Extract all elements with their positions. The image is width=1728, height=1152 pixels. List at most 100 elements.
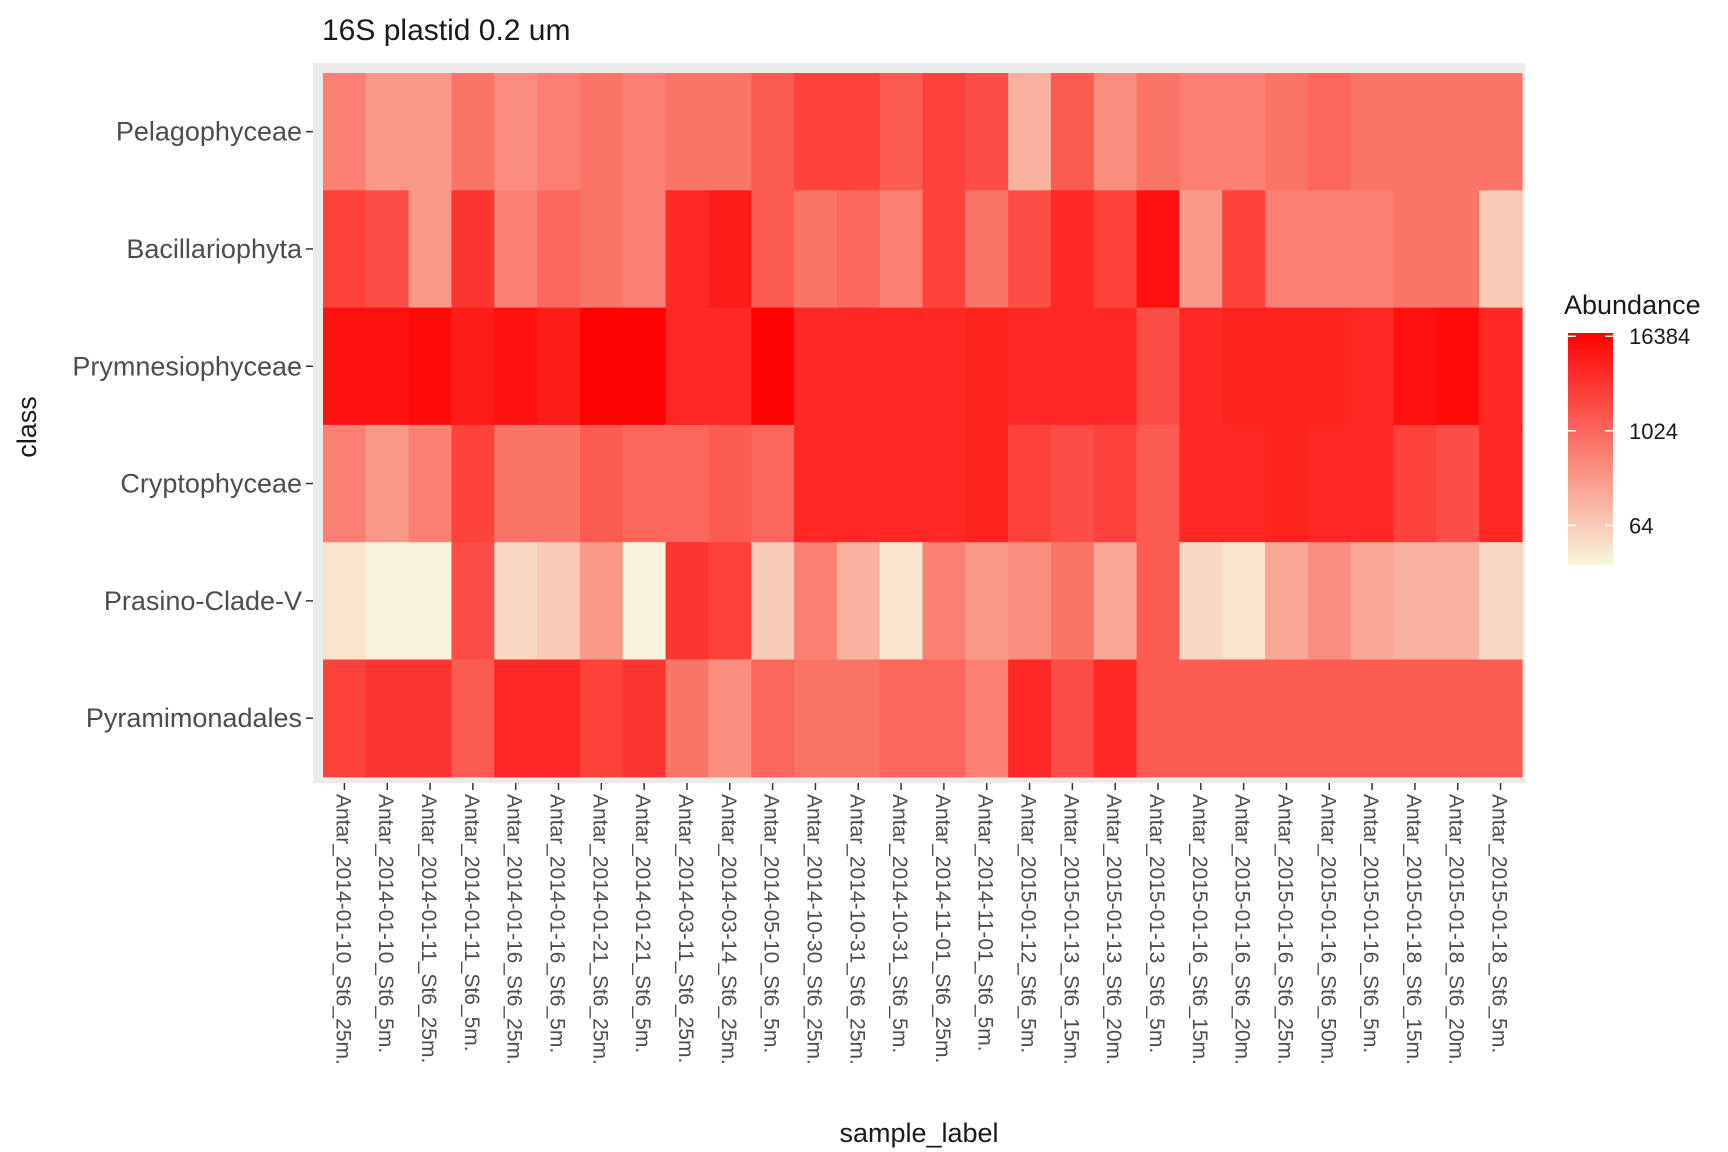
heatmap-cell [751,307,795,426]
heatmap-cell [1050,73,1095,191]
heatmap-cell [879,542,924,661]
heatmap-cell [365,73,410,191]
heatmap-cell [1093,542,1138,661]
heatmap-cell [1265,659,1309,778]
x-tick-label: Antar_2015-01-18_St6_20m. [1445,794,1468,1065]
heatmap-cell [1393,659,1437,778]
heatmap-cell [836,73,881,191]
y-tick-label: Pelagophyceae [116,117,302,147]
heatmap-cell [1093,424,1138,543]
heatmap-cell [965,190,1009,309]
heatmap-cell [794,190,838,309]
heatmap-cell [1008,73,1052,191]
heatmap-cell [408,659,453,778]
heatmap-cells [323,73,1523,778]
heatmap-cell [922,190,966,309]
x-tick-label: Antar_2014-01-10_St6_25m. [331,794,354,1065]
heatmap-cell [622,73,667,191]
heatmap-cell [1265,190,1309,309]
heatmap-cell [323,190,367,309]
heatmap-cell [408,190,453,309]
heatmap-cell [708,190,752,309]
heatmap-cell [451,73,495,191]
heatmap-cell [1093,73,1138,191]
heatmap-cell [1307,659,1352,778]
heatmap-cell [1050,190,1095,309]
heatmap-cell [1179,307,1223,426]
heatmap-cell [579,424,624,543]
x-tick-label: Antar_2014-01-21_St6_5m. [631,794,654,1053]
heatmap-cell [794,542,838,661]
x-tick-label: Antar_2015-01-12_St6_5m. [1017,794,1040,1053]
heatmap-cell [1436,542,1480,661]
heatmap-cell [1093,190,1138,309]
x-tick-label: Antar_2014-01-10_St6_5m. [374,794,397,1053]
heatmap-cell [1350,424,1395,543]
heatmap-cell [494,659,538,778]
heatmap-cell [1222,659,1266,778]
heatmap-cell [922,424,966,543]
heatmap-cell [922,307,966,426]
heatmap-cell [665,542,709,661]
heatmap-cell [1093,659,1138,778]
heatmap-cell [1307,307,1352,426]
heatmap-cell [365,307,410,426]
heatmap-cell [622,659,667,778]
heatmap-cell [1436,307,1480,426]
y-tick-labels: Pelagophyceae Bacillariophyta Prymnesiophy… [72,117,303,734]
heatmap-cell [494,424,538,543]
heatmap-cell [622,190,667,309]
x-tick-label: Antar_2015-01-18_St6_15m. [1402,794,1425,1065]
heatmap-cell [1307,73,1352,191]
heatmap-cell [879,190,924,309]
heatmap-cell [922,659,966,778]
x-tick-label: Antar_2014-05-10_St6_5m. [760,794,783,1053]
heatmap-cell [323,659,367,778]
heatmap-cell [451,659,495,778]
heatmap-cell [1479,73,1523,191]
heatmap-cell [1136,307,1180,426]
heatmap-cell [408,307,453,426]
heatmap-cell [451,542,495,661]
x-tick-label: Antar_2014-03-11_St6_25m. [674,794,697,1063]
heatmap-cell [1307,424,1352,543]
heatmap-cell [965,424,1009,543]
legend-tick-label: 64 [1629,513,1653,538]
heatmap-cell [1393,307,1437,426]
heatmap-cell [965,307,1009,426]
legend-title: Abundance [1564,290,1701,320]
heatmap-cell [751,542,795,661]
heatmap-cell [1265,424,1309,543]
heatmap-cell [708,542,752,661]
heatmap-cell [836,542,881,661]
heatmap-cell [1307,190,1352,309]
x-tick-label: Antar_2014-10-31_St6_25m. [845,794,868,1065]
heatmap-cell [922,542,966,661]
heatmap-cell [365,659,410,778]
heatmap-cell [579,73,624,191]
heatmap-cell [537,424,581,543]
heatmap-cell [1050,307,1095,426]
legend-tick-label: 16384 [1629,324,1690,349]
heatmap-cell [836,424,881,543]
heatmap-cell [751,73,795,191]
heatmap-cell [579,542,624,661]
heatmap-cell [1307,542,1352,661]
heatmap-cell [537,190,581,309]
heatmap-cell [1479,542,1523,661]
heatmap-cell [494,542,538,661]
heatmap-cell [1179,659,1223,778]
heatmap-cell [537,307,581,426]
heatmap-cell [751,659,795,778]
heatmap-cell [794,424,838,543]
x-tick-label: Antar_2014-01-21_St6_25m. [588,794,611,1065]
heatmap-cell [1008,307,1052,426]
x-tick-label: Antar_2015-01-16_St6_15m. [1188,794,1211,1065]
x-tick-label: Antar_2014-10-31_St6_5m. [888,794,911,1053]
heatmap-cell [665,659,709,778]
heatmap-cell [1265,307,1309,426]
y-tick-label: Cryptophyceae [120,469,302,499]
x-tick-label: Antar_2014-11-01_St6_25m. [931,794,954,1063]
heatmap-cell [323,542,367,661]
heatmap-cell [365,542,410,661]
